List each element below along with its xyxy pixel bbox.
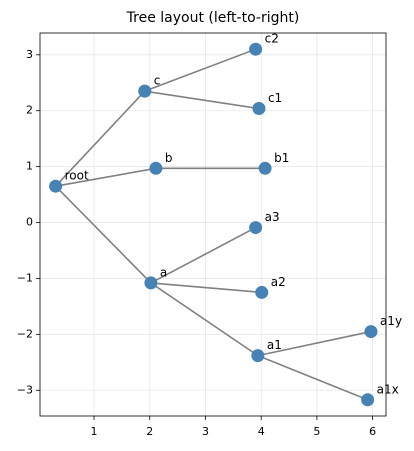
node-label: c xyxy=(154,74,161,88)
edge xyxy=(150,282,262,294)
node-label: a1y xyxy=(380,314,402,328)
edge xyxy=(55,167,157,187)
node-label: a3 xyxy=(265,210,280,224)
node-label: a1 xyxy=(267,338,282,352)
y-tick-label: 0 xyxy=(26,216,33,229)
chart-title: Tree layout (left-to-right) xyxy=(126,10,300,26)
node-label: a xyxy=(160,265,167,279)
node xyxy=(49,179,63,193)
node xyxy=(138,84,152,98)
x-tick-label: 2 xyxy=(146,425,153,438)
node-label: c2 xyxy=(265,32,279,46)
node-label: a2 xyxy=(271,275,286,289)
y-tick-label: −3 xyxy=(17,383,33,396)
node-label: b1 xyxy=(274,151,289,165)
edge xyxy=(55,185,152,284)
node-label: c1 xyxy=(268,91,282,105)
y-tick-label: −1 xyxy=(17,271,33,284)
edge xyxy=(144,90,260,110)
edge xyxy=(257,354,368,401)
node-label: a1x xyxy=(377,382,399,396)
node-label: b xyxy=(165,151,173,165)
edge xyxy=(144,48,256,92)
edge xyxy=(150,282,259,357)
node xyxy=(144,276,158,290)
y-tick-label: 3 xyxy=(26,48,33,61)
edge xyxy=(150,226,256,284)
node xyxy=(251,349,265,363)
x-tick-label: 1 xyxy=(91,425,98,438)
node xyxy=(249,42,263,56)
node xyxy=(361,393,375,407)
y-tick-label: 1 xyxy=(26,160,33,173)
edge xyxy=(55,90,146,187)
node xyxy=(249,221,263,235)
node xyxy=(255,285,269,299)
node xyxy=(149,161,163,175)
node xyxy=(364,325,378,339)
edge xyxy=(257,330,372,357)
x-tick-label: 3 xyxy=(202,425,209,438)
x-tick-label: 6 xyxy=(369,425,376,438)
x-tick-label: 4 xyxy=(258,425,265,438)
x-tick-label: 5 xyxy=(313,425,320,438)
node-label: root xyxy=(65,169,89,183)
node xyxy=(258,161,272,175)
y-tick-label: 2 xyxy=(26,104,33,117)
plot-frame xyxy=(39,32,387,417)
node xyxy=(252,101,266,115)
y-tick-label: −2 xyxy=(17,327,33,340)
